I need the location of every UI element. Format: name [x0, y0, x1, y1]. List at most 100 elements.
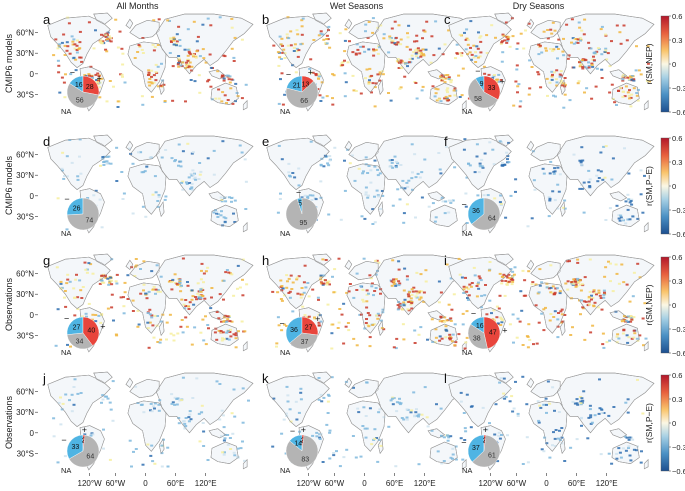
speckle-dot [589, 416, 593, 419]
pie-slice-neg [66, 434, 84, 460]
pie-slice-na [472, 434, 501, 468]
speckle-dot [193, 326, 197, 329]
speckle-dot [197, 74, 201, 77]
speckle-dot [234, 332, 238, 335]
speckle-dot [431, 341, 435, 343]
speckle-dot [579, 403, 583, 406]
lon-tick-label: 60°W [106, 479, 126, 488]
speckle-dot [373, 105, 377, 108]
lat-tick-label: 30°N [16, 171, 34, 180]
speckle-dot [576, 82, 580, 85]
speckle-dot [190, 298, 194, 301]
speckle-dot [57, 71, 61, 74]
speckle-dot [640, 450, 643, 453]
speckle-dot [519, 290, 523, 293]
speckle-dot [422, 53, 425, 56]
speckle-dot [189, 418, 193, 421]
speckle-dot [289, 274, 293, 277]
speckle-dot [619, 214, 623, 217]
speckle-dot [78, 155, 81, 158]
speckle-dot [179, 325, 183, 328]
speckle-dot [186, 281, 189, 283]
speckle-dot [185, 61, 188, 64]
speckle-dot [343, 159, 346, 162]
speckle-dot [446, 91, 449, 94]
speckle-dot [291, 281, 295, 284]
speckle-dot [555, 69, 559, 72]
speckle-dot [76, 175, 80, 178]
speckle-dot [183, 422, 187, 425]
colorbar-label: r(SM,NEP) [644, 284, 654, 325]
speckle-dot [403, 187, 407, 190]
speckle-dot [184, 305, 188, 307]
speckle-dot [177, 417, 181, 419]
speckle-dot [469, 20, 473, 23]
speckle-dot [59, 396, 62, 399]
speckle-dot [413, 342, 417, 344]
speckle-dot [479, 279, 483, 282]
speckle-dot [244, 180, 248, 183]
speckle-dot [441, 200, 445, 203]
speckle-dot [306, 195, 310, 198]
lon-tick-label: 120°W [297, 479, 322, 488]
speckle-dot [463, 31, 466, 34]
speckle-dot [543, 436, 547, 439]
speckle-dot [190, 65, 194, 68]
speckle-dot [413, 153, 417, 156]
speckle-dot [214, 97, 218, 100]
speckle-dot [631, 295, 635, 298]
speckle-dot [140, 95, 144, 98]
speckle-dot [410, 177, 414, 180]
speckle-dot [240, 320, 244, 323]
speckle-dot [376, 26, 380, 29]
speckle-dot [97, 75, 101, 78]
speckle-dot [457, 74, 461, 77]
column-title: Dry Seasons [513, 1, 565, 11]
speckle-dot [572, 278, 576, 281]
speckle-dot [307, 315, 311, 318]
speckle-dot [179, 64, 183, 67]
speckle-dot [571, 400, 575, 403]
speckle-dot [558, 290, 562, 293]
speckle-dot [191, 188, 195, 191]
speckle-dot [451, 333, 455, 336]
speckle-dot [201, 289, 205, 291]
speckle-dot [107, 35, 111, 38]
speckle-dot [191, 169, 195, 172]
colorbar-tick-label: 0 [672, 60, 676, 69]
speckle-dot [624, 401, 628, 404]
speckle-dot [78, 138, 82, 141]
speckle-dot [346, 61, 350, 64]
speckle-dot [56, 47, 60, 50]
speckle-dot [287, 277, 291, 280]
speckle-dot [624, 222, 628, 225]
speckle-dot [372, 54, 376, 57]
speckle-dot [605, 341, 609, 344]
speckle-dot [233, 199, 237, 202]
speckle-dot [499, 316, 503, 319]
pie-plus-sign: + [483, 425, 488, 435]
speckle-dot [596, 180, 600, 183]
speckle-dot [483, 152, 487, 155]
speckle-dot [106, 397, 110, 400]
speckle-dot [142, 260, 146, 263]
speckle-dot [105, 32, 109, 35]
speckle-dot [402, 188, 406, 191]
speckle-dot [521, 269, 525, 272]
speckle-dot [152, 74, 156, 77]
speckle-dot [433, 95, 437, 98]
speckle-dot [625, 283, 629, 286]
speckle-dot [181, 420, 185, 423]
speckle-dot [632, 448, 636, 451]
speckle-dot [86, 197, 90, 199]
speckle-dot [104, 48, 108, 51]
speckle-dot [148, 84, 152, 87]
speckle-dot [579, 60, 583, 63]
speckle-dot [225, 331, 229, 334]
speckle-dot [379, 24, 383, 27]
speckle-dot [582, 211, 586, 214]
speckle-dot [200, 404, 204, 407]
speckle-dot [200, 411, 204, 414]
speckle-dot [548, 172, 552, 175]
speckle-dot [420, 413, 424, 416]
